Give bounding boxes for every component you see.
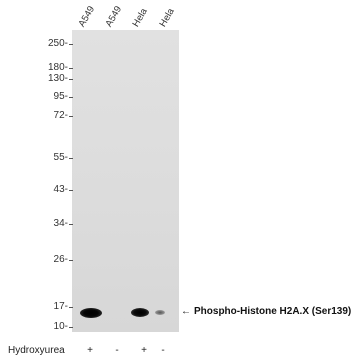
marker-43: 43-	[53, 184, 68, 195]
marker-10: 10-	[53, 321, 68, 332]
marker-tick	[69, 327, 73, 328]
marker-250: 250-	[47, 38, 68, 49]
marker-tick	[69, 79, 73, 80]
band-lane-4	[155, 310, 165, 315]
marker-34: 34-	[53, 218, 68, 229]
marker-72: 72-	[53, 110, 68, 121]
blot-membrane	[72, 30, 179, 332]
lane-label-1: A549	[76, 4, 98, 30]
band-lane-3	[131, 308, 149, 317]
marker-tick	[69, 116, 73, 117]
lane-label-4: Hela	[157, 6, 177, 29]
marker-17: 17-	[53, 301, 68, 312]
left-arrow-icon: ←	[181, 306, 191, 317]
marker-tick	[69, 158, 73, 159]
marker-130: 130-	[47, 73, 68, 84]
marker-tick	[69, 44, 73, 45]
treatment-sign-lane-2: -	[115, 345, 119, 356]
treatment-sign-lane-4: -	[161, 345, 165, 356]
marker-55: 55-	[53, 152, 68, 163]
marker-95: 95-	[53, 91, 68, 102]
marker-tick	[69, 97, 73, 98]
target-protein-label: ← Phospho-Histone H2A.X (Ser139)	[181, 306, 351, 317]
marker-tick	[69, 190, 73, 191]
band-lane-1	[80, 308, 102, 318]
marker-tick	[69, 68, 73, 69]
target-protein-name: Phospho-Histone H2A.X (Ser139)	[194, 306, 352, 317]
marker-26: 26-	[53, 254, 68, 265]
lane-label-3: Hela	[130, 6, 150, 29]
marker-tick	[69, 260, 73, 261]
treatment-sign-lane-1: +	[87, 345, 93, 356]
marker-tick	[69, 224, 73, 225]
marker-tick	[69, 307, 73, 308]
treatment-label: Hydroxyurea	[8, 345, 65, 356]
marker-180: 180-	[47, 62, 68, 73]
lane-label-2: A549	[103, 4, 125, 30]
treatment-sign-lane-3: +	[141, 345, 147, 356]
